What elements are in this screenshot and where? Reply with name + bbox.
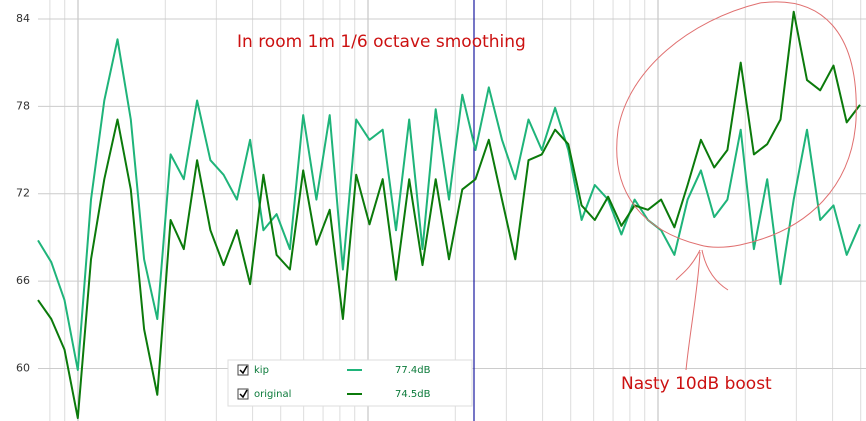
plot bbox=[37, 10, 861, 420]
legend: kip 77.4dB original 74.5dB bbox=[227, 359, 473, 407]
legend-value: 77.4dB bbox=[395, 365, 431, 376]
legend-check bbox=[239, 389, 248, 399]
legend-box bbox=[227, 359, 473, 407]
y-tick-label: 78 bbox=[16, 99, 30, 112]
y-tick-label: 72 bbox=[16, 187, 30, 200]
legend-check bbox=[239, 365, 248, 375]
legend-label: kip bbox=[254, 365, 269, 376]
series-line bbox=[37, 10, 861, 420]
legend-label: original bbox=[254, 389, 291, 400]
highlight-ellipse bbox=[616, 1, 857, 248]
scribble bbox=[675, 249, 729, 371]
y-tick-label: 60 bbox=[16, 362, 30, 375]
chart-title: In room 1m 1/6 octave smoothing bbox=[237, 32, 526, 52]
legend-checkbox bbox=[237, 364, 249, 376]
y-tick-label: 84 bbox=[16, 12, 30, 25]
annotation: Nasty 10dB boost bbox=[621, 374, 772, 394]
legend-value: 74.5dB bbox=[395, 389, 431, 400]
y-tick-label: 66 bbox=[16, 274, 30, 287]
series-line bbox=[37, 38, 861, 371]
legend-checkbox bbox=[237, 388, 249, 400]
grid bbox=[38, 0, 866, 421]
